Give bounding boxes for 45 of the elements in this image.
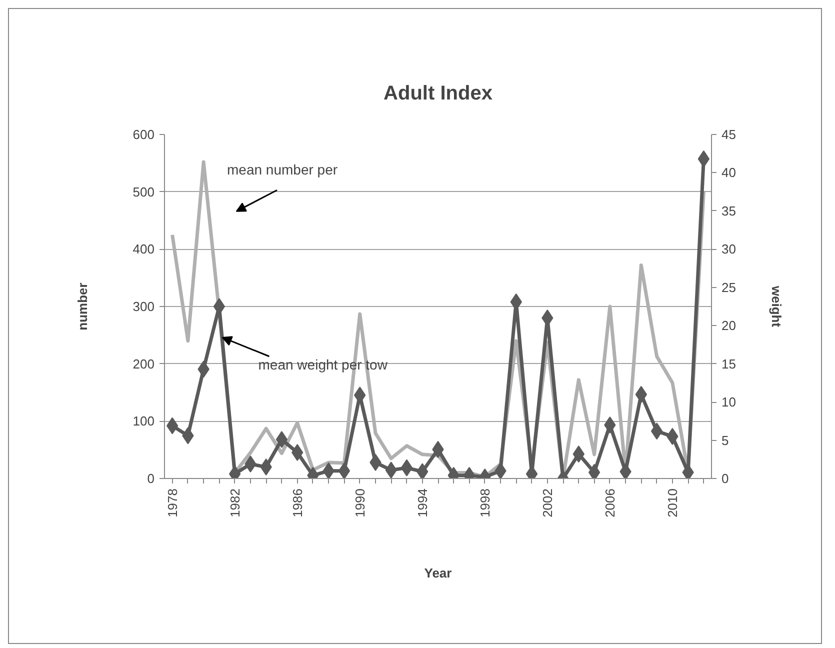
chart-title: Adult Index [384,82,492,104]
point [620,463,632,478]
x-tick-label: 1994 [414,488,430,518]
point [276,431,288,448]
point [635,386,648,403]
x-tick-label: 1982 [227,488,242,518]
x-tick-label: 1986 [290,488,305,518]
x-tick-label: 2002 [540,488,555,518]
y2-tick-label: 30 [722,242,736,257]
point [322,462,334,478]
x-tick-label: 2006 [602,488,618,518]
x-axis-title: Year [424,565,452,580]
x-tick-label: 1990 [352,488,368,518]
y2-tick-label: 10 [722,394,736,410]
y2-tick-label: 20 [722,318,736,334]
point [385,462,397,478]
x-tick-label: 1978 [164,488,180,518]
y2-tick-label: 40 [722,165,736,180]
x-tick-label: 2010 [664,488,680,518]
x-tick-label: 1998 [477,488,492,518]
point [416,463,428,478]
point [588,464,600,478]
point [338,462,350,478]
y2-tick-label: 5 [722,432,729,448]
y-axis-title: number [74,282,90,330]
point [650,422,663,440]
y2-tick-label: 35 [722,203,736,218]
annotation: mean number per [227,162,338,178]
y2-tick-label: 45 [722,127,736,142]
point [166,417,178,434]
y-tick-label: 400 [132,242,155,257]
point [698,150,710,168]
y-tick-label: 600 [132,127,155,142]
y-tick-label: 300 [132,299,155,314]
point [494,462,506,478]
y-tick-label: 200 [132,356,155,372]
y2-axis-title: weight [768,284,784,328]
y-tick-label: 100 [132,414,155,429]
y2-tick-label: 25 [722,280,736,295]
y2-tick-label: 15 [722,356,736,372]
point [400,459,413,476]
y2-tick-label: 0 [722,471,729,486]
y-tick-label: 0 [147,471,155,486]
y-tick-label: 500 [132,184,155,200]
annotation: mean weight per tow [258,356,388,372]
